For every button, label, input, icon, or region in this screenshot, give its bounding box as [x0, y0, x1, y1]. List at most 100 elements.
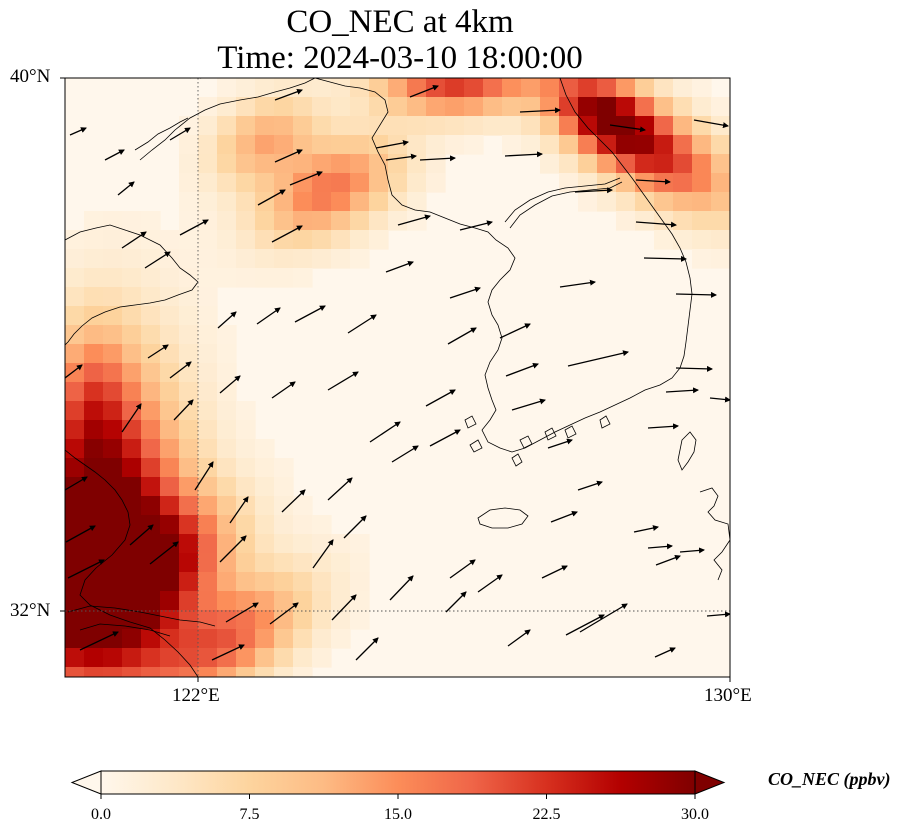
field-cell	[236, 97, 256, 117]
field-cell	[236, 515, 256, 535]
wind-arrow	[477, 574, 503, 593]
field-cell	[350, 211, 370, 231]
field-cell	[654, 97, 674, 117]
wind-arrow	[225, 602, 259, 623]
wind-arrow	[149, 541, 179, 565]
field-cell	[464, 135, 484, 155]
field-cell	[160, 230, 180, 250]
wind-arrow	[679, 547, 705, 554]
field-cell	[122, 306, 142, 326]
lat-tick-32: 32°N	[10, 600, 51, 621]
wind-arrow	[327, 371, 359, 391]
field-cell	[217, 135, 237, 155]
field-cell	[236, 572, 256, 592]
field-cell	[103, 306, 123, 326]
tsushima-island	[677, 431, 697, 471]
field-cell	[179, 306, 199, 326]
field-cell	[502, 116, 522, 136]
field-cell	[369, 192, 389, 212]
island-cluster-south	[519, 415, 611, 449]
field-cell	[274, 648, 294, 668]
field-cell	[369, 154, 389, 174]
field-cell	[635, 211, 655, 231]
field-cell	[198, 591, 218, 611]
field-cell	[388, 173, 408, 193]
field-cell	[350, 192, 370, 212]
field-cell	[84, 439, 104, 459]
field-cell	[635, 78, 655, 98]
field-cell	[388, 192, 408, 212]
field-cell	[407, 116, 427, 136]
field-cell	[217, 629, 237, 649]
field-cell	[540, 97, 560, 117]
field-cell	[578, 78, 598, 98]
field-cell	[198, 496, 218, 516]
field-cell	[274, 154, 294, 174]
wind-arrow	[274, 88, 303, 101]
field-cell	[198, 572, 218, 592]
field-cell	[236, 192, 256, 212]
field-cell	[274, 97, 294, 117]
field-cell	[217, 477, 237, 497]
field-cell	[217, 591, 237, 611]
field-cell	[293, 629, 313, 649]
field-cell	[84, 477, 104, 497]
field-cell	[160, 667, 180, 677]
field-cell	[198, 173, 218, 193]
field-cell	[198, 610, 218, 630]
wind-arrow	[693, 119, 729, 129]
field-cell	[141, 572, 161, 592]
field-cell	[616, 192, 636, 212]
wind-arrow	[147, 344, 169, 359]
wind-arrow	[375, 139, 409, 149]
field-cell	[616, 97, 636, 117]
field-cell	[103, 515, 123, 535]
field-cell	[673, 173, 693, 193]
field-cell	[274, 230, 294, 250]
field-cell	[198, 135, 218, 155]
field-cell	[236, 135, 256, 155]
field-cell	[160, 534, 180, 554]
field-cell	[217, 496, 237, 516]
field-cell	[198, 667, 218, 677]
wind-arrow	[173, 399, 194, 421]
field-cell	[445, 135, 465, 155]
field-cell	[122, 420, 142, 440]
field-cell	[198, 553, 218, 573]
field-cell	[711, 192, 730, 212]
field-cell	[673, 78, 693, 98]
field-cell	[426, 78, 446, 98]
field-cell	[350, 173, 370, 193]
field-cell	[217, 192, 237, 212]
field-cell	[616, 173, 636, 193]
field-cell	[217, 78, 237, 98]
field-cell	[65, 515, 85, 535]
field-cell	[654, 135, 674, 155]
field-cell	[692, 211, 712, 231]
field-cell	[179, 268, 199, 288]
wind-arrow	[144, 251, 171, 269]
field-cell	[179, 610, 199, 630]
field-cell	[445, 116, 465, 136]
field-cell	[274, 667, 294, 677]
field-cell	[369, 116, 389, 136]
wind-arrow	[647, 543, 673, 550]
field-cell	[65, 420, 85, 440]
field-cell	[84, 420, 104, 440]
wind-arrow	[385, 260, 414, 273]
field-cell	[179, 572, 199, 592]
field-cell	[274, 211, 294, 231]
field-cell	[331, 249, 351, 269]
field-cell	[198, 363, 218, 383]
field-cell	[84, 325, 104, 345]
field-cell	[654, 116, 674, 136]
wind-arrow	[389, 575, 414, 601]
colorbar-tick-1: 7.5	[239, 806, 260, 823]
field-cell	[198, 97, 218, 117]
field-cell	[464, 78, 484, 98]
colorbar-label: CO_NEC (ppbv)	[768, 769, 891, 789]
field-cell	[236, 78, 256, 98]
wind-arrow	[654, 647, 676, 658]
field-cell	[179, 363, 199, 383]
wind-arrow	[121, 403, 142, 433]
